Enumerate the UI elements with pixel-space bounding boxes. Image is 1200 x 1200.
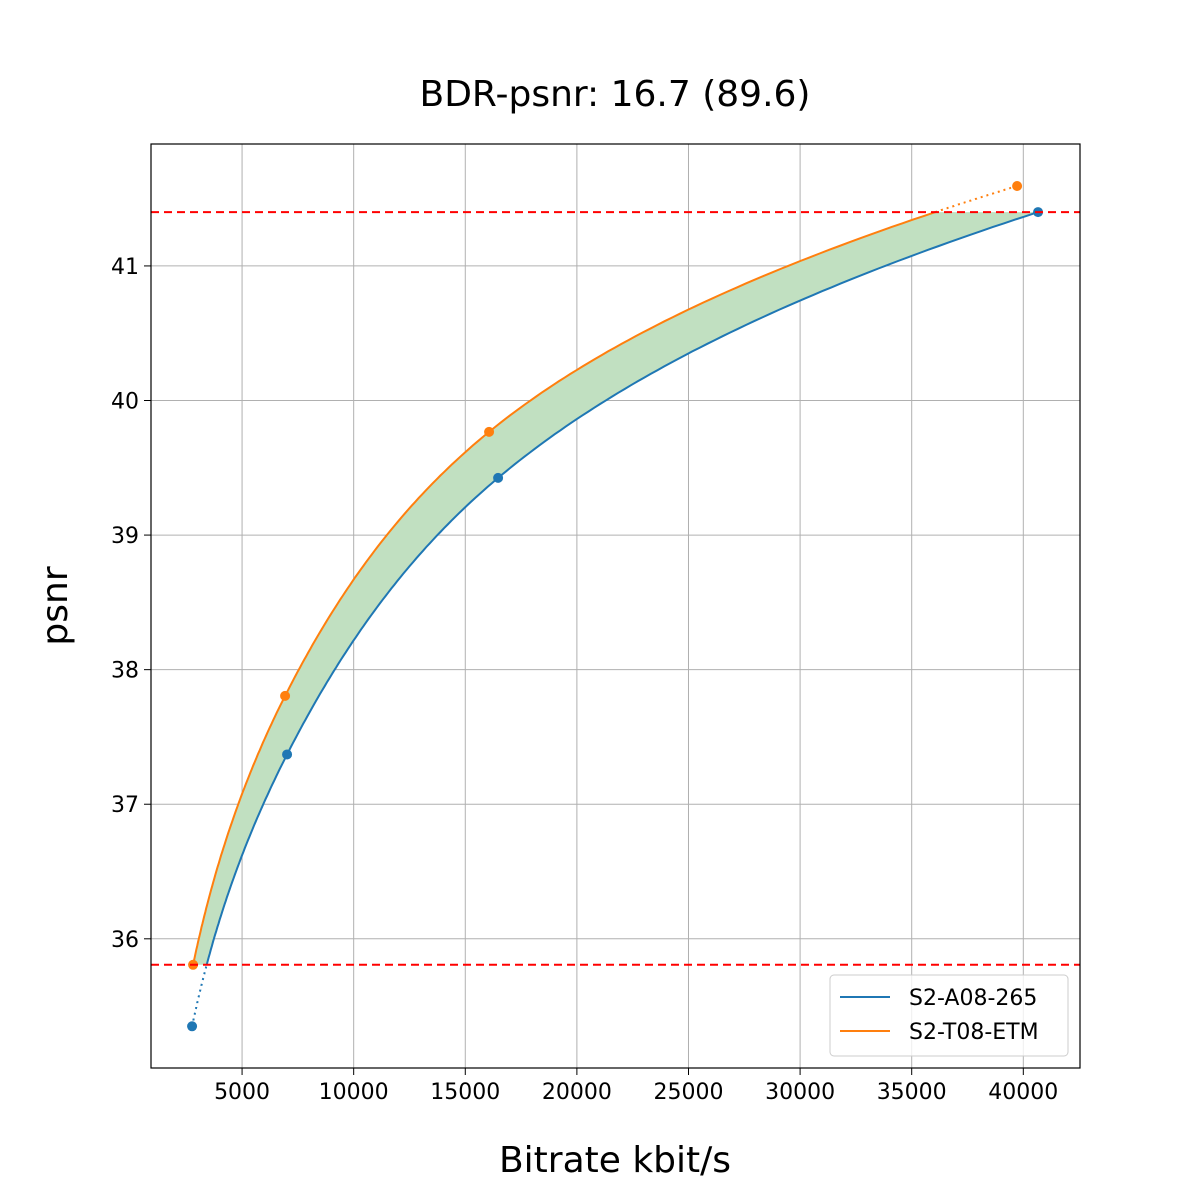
x-tick-label: 40000 — [988, 1080, 1058, 1105]
series-1-point — [280, 690, 291, 701]
series-0-point — [282, 749, 293, 760]
x-tick-label: 15000 — [430, 1080, 500, 1105]
y-tick-label: 37 — [111, 793, 139, 818]
x-tick-label: 35000 — [877, 1080, 947, 1105]
series-1-line — [192, 211, 936, 966]
plot-frame — [150, 143, 1081, 1069]
series-0-point — [493, 472, 504, 483]
y-tick-label: 40 — [111, 390, 139, 415]
legend-label-1: S2-T08-ETM — [909, 1020, 1039, 1045]
y-tick-label: 36 — [111, 928, 139, 953]
series-1-point — [484, 426, 495, 437]
series-0-point — [187, 1021, 198, 1032]
x-tick-label: 25000 — [653, 1080, 723, 1105]
x-tick-label: 10000 — [319, 1080, 389, 1105]
series-0-line — [205, 211, 1039, 966]
chart-title: BDR-psnr: 16.7 (89.6) — [420, 74, 811, 115]
y-tick-label: 39 — [111, 524, 139, 549]
y-tick-label: 41 — [111, 255, 139, 280]
legend-box — [829, 974, 1069, 1057]
bd-area-fill — [193, 212, 1039, 965]
legend: S2-A08-265 S2-T08-ETM — [829, 974, 1069, 1057]
y-tick-label: 38 — [111, 659, 139, 684]
x-tick-label: 30000 — [765, 1080, 835, 1105]
series-0-extrapolated-low — [191, 964, 208, 1027]
series-1-point — [1012, 180, 1023, 191]
x-axis-label: Bitrate kbit/s — [499, 1140, 731, 1181]
y-axis-label: psnr — [35, 566, 76, 645]
x-tick-label: 5000 — [214, 1080, 270, 1105]
legend-label-0: S2-A08-265 — [909, 986, 1037, 1011]
series-1-extrapolated-high — [935, 185, 1018, 214]
x-tick-label: 20000 — [542, 1080, 612, 1105]
